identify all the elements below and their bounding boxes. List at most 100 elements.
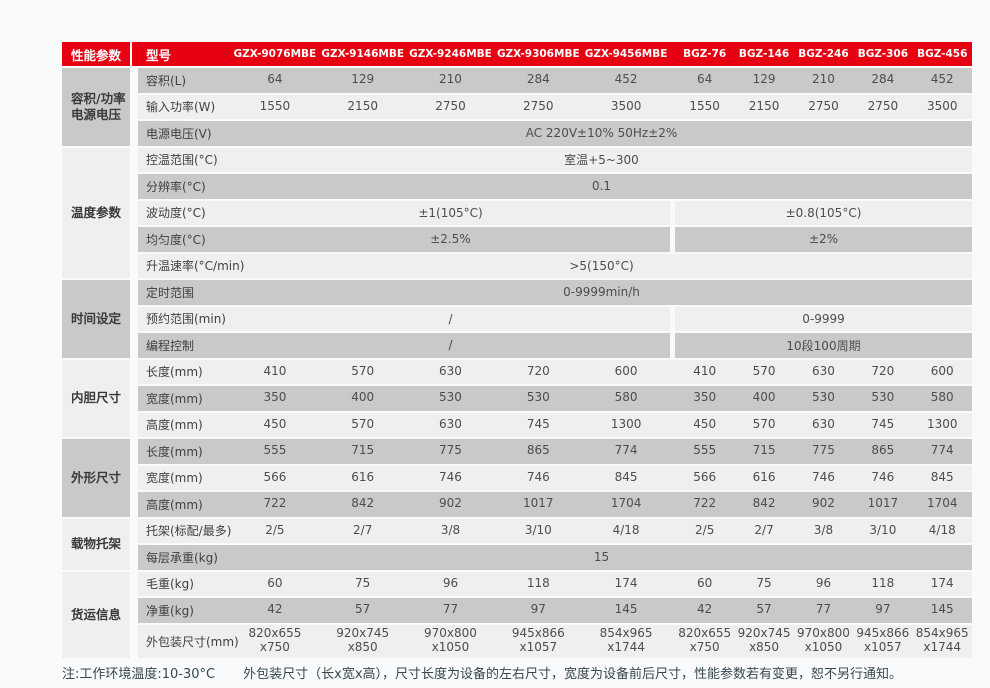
spec-cell: 920x745 x850 xyxy=(336,626,390,654)
row-left-segment: 波动度(°C) ±1(105°C) xyxy=(138,200,670,225)
table-row: 外包装尺寸(mm) 820x655 x750 920x745 x850 970x800… xyxy=(138,624,972,658)
spec-cell: 2/5 xyxy=(695,522,715,537)
spec-cell: 945x866 x1057 xyxy=(856,626,910,654)
spec-cell: 970x800 x1050 xyxy=(797,626,850,654)
spec-cell: 3/10 xyxy=(869,522,897,537)
spec-cell: 410 xyxy=(263,363,287,378)
spec-cell: 945x866 x1057 xyxy=(511,626,565,654)
spec-cell: 1704 xyxy=(926,496,958,511)
spec-cell: 450 xyxy=(263,416,287,431)
spec-cell: 129 xyxy=(752,72,776,87)
spec-cell: 210 xyxy=(812,72,835,87)
row-label: 外包装尺寸(mm) xyxy=(146,634,239,649)
group-cell: 容积/功率 电源电压 xyxy=(62,68,130,146)
row-left-value: / xyxy=(448,338,453,353)
spec-table: 性能参数 型号 GZX-9076MBE GZX-9146MBE GZX-9246MB… xyxy=(62,42,972,658)
row-right-value: 0-9999 xyxy=(675,306,972,331)
spec-cell: 452 xyxy=(614,72,638,87)
table-row: 预约范围(min) / 0-9999 xyxy=(138,306,972,331)
spec-cell: 1017 xyxy=(867,496,899,511)
row-cells: 60 75 96 118 174 60 75 96 118 174 xyxy=(231,572,972,597)
spec-cell: 145 xyxy=(614,602,638,617)
spec-cell: 1300 xyxy=(610,416,642,431)
row-full-value: AC 220V±10% 50Hz±2% xyxy=(525,126,678,141)
row-cells: 410 570 630 720 600 410 570 630 720 600 xyxy=(231,360,972,385)
spec-cell: 555 xyxy=(693,443,717,458)
spec-cell: 1550 xyxy=(259,98,291,113)
row-label: 均匀度(°C) xyxy=(146,232,206,247)
spec-cell: 129 xyxy=(351,72,375,87)
table-row: 宽度(mm) 350 400 530 530 580 350 400 530 530 580 xyxy=(138,386,972,411)
row-label: 升温速率(°C/min) xyxy=(146,259,245,274)
spec-cell: 530 xyxy=(439,390,462,405)
group-cell: 时间设定 xyxy=(62,280,130,358)
spec-cell: 865 xyxy=(871,443,895,458)
spec-cell: 96 xyxy=(815,575,832,590)
row-label: 输入功率(W) xyxy=(146,100,216,115)
group-cell: 货运信息 xyxy=(62,571,130,658)
spec-cell: 410 xyxy=(693,363,717,378)
row-right-value: ±2% xyxy=(675,227,972,252)
spec-cell: 820x655 x750 xyxy=(678,626,732,654)
table-row: 高度(mm) 722 842 902 1017 1704 722 842 902 1017 1704 xyxy=(138,492,972,517)
table-row: 长度(mm) 555 715 775 865 774 555 715 775 865 774 xyxy=(138,439,972,464)
spec-cell: 2750 xyxy=(435,98,466,113)
row-full-value: 室温+5~300 xyxy=(564,153,639,168)
model-header-bgz-246: BGZ-246 xyxy=(798,48,849,60)
group-cell: 载物托架 xyxy=(62,518,130,570)
spec-cell: 774 xyxy=(614,443,638,458)
model-header-cell: 型号 xyxy=(146,47,172,63)
rows-column: 容积(L) 64 129 210 284 452 64 129 210 284 452 输入功率(W)… xyxy=(138,68,972,658)
header-divider xyxy=(130,42,138,66)
model-header-gzx-9246mbe: GZX-9246MBE xyxy=(409,48,492,60)
spec-cell: 715 xyxy=(752,443,776,458)
spec-cell: 2150 xyxy=(347,98,378,113)
table-row: 高度(mm) 450 570 630 745 1300 450 570 630 745 1300 xyxy=(138,412,972,437)
spec-cell: 2150 xyxy=(748,98,780,113)
table-row: 均匀度(°C) ±2.5% ±2% xyxy=(138,227,972,252)
table-row: 输入功率(W) 1550 2150 2750 2750 3500 1550 2150 2750 2… xyxy=(138,94,972,119)
spec-cell: 350 xyxy=(693,390,717,405)
row-label: 分辨率(°C) xyxy=(146,179,206,194)
row-label: 控温范围(°C) xyxy=(146,153,218,168)
row-label: 托架(标配/最多) xyxy=(146,524,232,539)
spec-cell: 570 xyxy=(752,363,776,378)
spec-cell: 630 xyxy=(439,363,462,378)
model-header-gzx-9456mbe: GZX-9456MBE xyxy=(584,48,668,60)
row-label: 容积(L) xyxy=(146,73,187,88)
spec-cell: 77 xyxy=(815,602,832,617)
spec-cell: 570 xyxy=(351,363,375,378)
column-gap xyxy=(130,68,138,658)
model-header-bgz-456: BGZ-456 xyxy=(917,48,968,60)
spec-cell: 746 xyxy=(871,469,895,484)
spec-cell: 745 xyxy=(871,416,895,431)
model-header-gzx-9076mbe: GZX-9076MBE xyxy=(233,48,317,60)
spec-cell: 3/8 xyxy=(813,522,834,537)
model-header-gzx-9146mbe: GZX-9146MBE xyxy=(321,48,405,60)
spec-cell: 600 xyxy=(930,363,954,378)
spec-cell: 2750 xyxy=(808,98,839,113)
spec-cell: 746 xyxy=(812,469,835,484)
spec-cell: 902 xyxy=(812,496,835,511)
spec-cell: 77 xyxy=(442,602,459,617)
row-label: 定时范围 xyxy=(146,285,195,300)
spec-cell: 3/10 xyxy=(524,522,552,537)
row-cells: 2/5 2/7 3/8 3/10 4/18 2/5 2/7 3/8 3/10 4/18 xyxy=(231,519,972,544)
table-row: 毛重(kg) 60 75 96 118 174 60 75 96 118 174 xyxy=(138,571,972,597)
spec-cell: 3/8 xyxy=(440,522,461,537)
table-row: 定时范围 0-9999min/h xyxy=(138,280,972,305)
spec-cell: 774 xyxy=(930,443,954,458)
row-full-value: 15 xyxy=(593,550,610,565)
spec-cell: 616 xyxy=(752,469,776,484)
spec-cell: 722 xyxy=(263,496,287,511)
table-row: 每层承重(kg) 15 xyxy=(138,545,972,570)
row-left-segment: 预约范围(min) / xyxy=(138,306,670,331)
spec-cell: 600 xyxy=(614,363,638,378)
spec-cell: 400 xyxy=(752,390,776,405)
row-left-segment: 均匀度(°C) ±2.5% xyxy=(138,227,670,252)
spec-cell: 630 xyxy=(439,416,462,431)
spec-cell: 2750 xyxy=(867,98,899,113)
spec-cell: 145 xyxy=(930,602,954,617)
spec-cell: 1704 xyxy=(610,496,642,511)
group-column: 容积/功率 电源电压 温度参数 时间设定 内胆尺寸 外形尺寸 载物托架 货运信息 xyxy=(62,68,130,658)
